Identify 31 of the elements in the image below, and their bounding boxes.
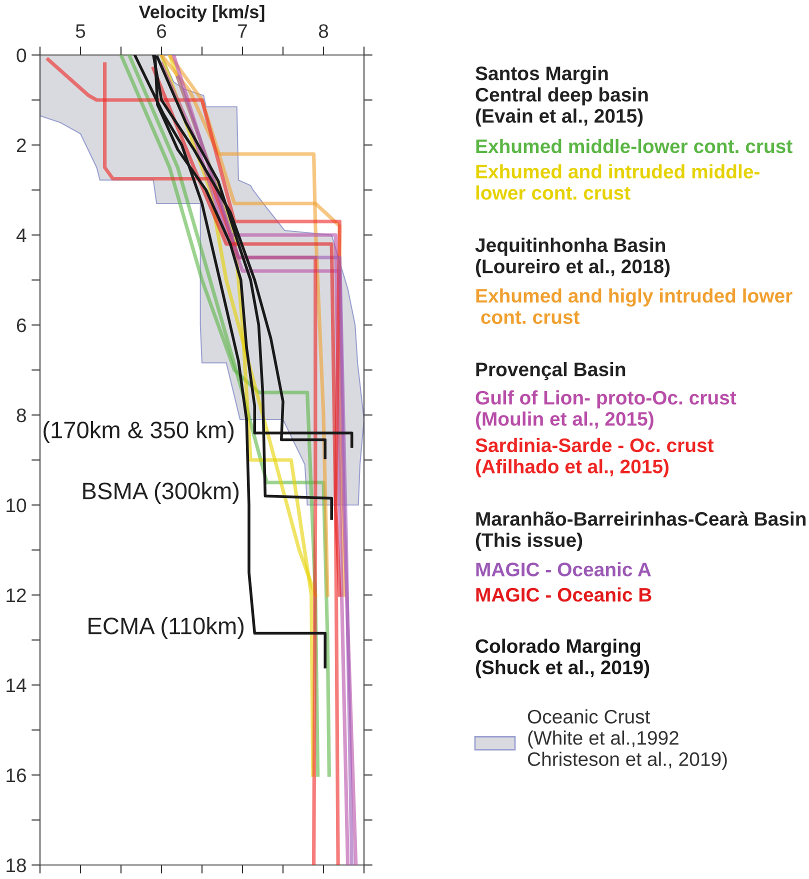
y-tick-label: 8 xyxy=(16,408,26,422)
x-tick-label: 7 xyxy=(238,24,247,38)
y-tick-label: 18 xyxy=(6,858,26,872)
annotation: (170km & 350 km) xyxy=(44,420,234,443)
y-tick-label: 6 xyxy=(16,318,26,332)
text: Santos Margin Central deep basin (Evain et al., 2015) xyxy=(476,66,648,127)
text: Exhumed middle-lower cont. crust xyxy=(476,138,792,154)
y-tick-label: 10 xyxy=(6,498,26,512)
legend-label: Oceanic Crust (White et al.,1992 Christeson et al., 2019) xyxy=(528,709,727,770)
text: MAGIC - Oceanic B xyxy=(476,587,652,602)
x-tick-label: 6 xyxy=(157,24,166,38)
y-tick-label: 16 xyxy=(6,768,26,782)
y-tick-label: 0 xyxy=(16,48,26,62)
text: Sardinia-Sarde - Oc. crust (Afilhado et al., 2015) xyxy=(476,438,714,478)
x-tick-label: 8 xyxy=(318,24,328,38)
y-tick-label: 2 xyxy=(16,138,26,152)
text: Exhumed and intruded middle- lower cont. crust xyxy=(476,164,760,200)
annotation: ECMA (110km) xyxy=(88,616,244,639)
text: Maranhão-Barreirinhas-Cearà Basin (This issue) xyxy=(476,511,806,551)
text: MAGIC - Oceanic A xyxy=(476,562,651,576)
y-tick-label: 4 xyxy=(16,228,26,242)
y-tick-label: 12 xyxy=(6,588,26,602)
text: Provençal Basin xyxy=(476,362,626,380)
text: Exhumed and higly intruded lower cont. crust xyxy=(476,288,792,324)
text: Colorado Marging (Shuck et al., 2019) xyxy=(476,638,650,678)
annotation: BSMA (300km) xyxy=(83,482,239,504)
text: Jequitinhonha Basin (Loureiro et al., 2018) xyxy=(475,238,670,278)
x-tick-label: 5 xyxy=(76,24,86,38)
x-axis-title: Velocity [km/s] xyxy=(138,5,264,22)
text: Gulf of Lion- proto-Oc. crust (Moulin et al., 2015) xyxy=(476,390,736,430)
y-tick-label: 14 xyxy=(6,678,26,692)
